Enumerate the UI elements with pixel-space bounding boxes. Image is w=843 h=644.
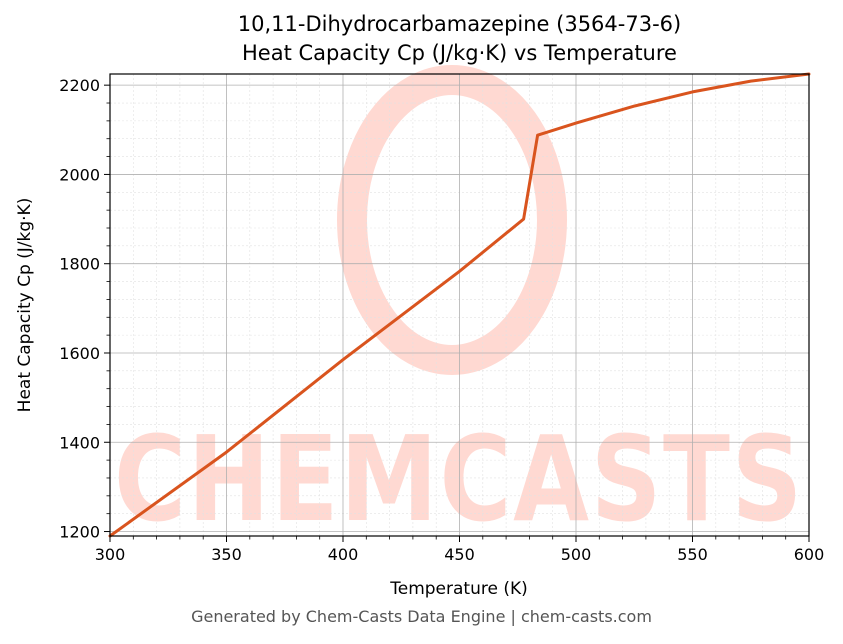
x-axis-label: Temperature (K): [389, 579, 528, 599]
x-tick-label: 400: [328, 545, 359, 564]
x-tick-label: 450: [444, 545, 475, 564]
y-tick-label: 1800: [59, 255, 100, 274]
x-tick-label: 550: [677, 545, 708, 564]
watermark-logo-swirl: [337, 65, 567, 375]
chart-title-line-2: Heat Capacity Cp (J/kg·K) vs Temperature: [242, 41, 677, 65]
y-tick-label: 2000: [59, 165, 100, 184]
chemcasts-watermark: CHEMCASTS: [114, 65, 804, 548]
y-tick-label: 1200: [59, 523, 100, 542]
y-axis-label: Heat Capacity Cp (J/kg·K): [15, 198, 35, 413]
axis-ticks: 300 350 400 450 500 550 600 1200 1400 1600 1800 200…: [59, 76, 824, 564]
x-tick-label: 350: [211, 545, 242, 564]
chart-title-line-1: 10,11-Dihydrocarbamazepine (3564-73-6): [237, 12, 682, 36]
footer-credit: Generated by Chem-Casts Data Engine | ch…: [191, 607, 652, 626]
series-layer: [108, 72, 811, 538]
x-tick-label: 300: [95, 545, 126, 564]
heat-capacity-series-line: [108, 72, 811, 538]
x-tick-label: 600: [794, 545, 825, 564]
y-tick-label: 1400: [59, 433, 100, 452]
y-tick-label: 1600: [59, 344, 100, 363]
watermark-text: CHEMCASTS: [114, 410, 804, 548]
y-tick-label: 2200: [59, 76, 100, 95]
x-tick-label: 500: [561, 545, 592, 564]
